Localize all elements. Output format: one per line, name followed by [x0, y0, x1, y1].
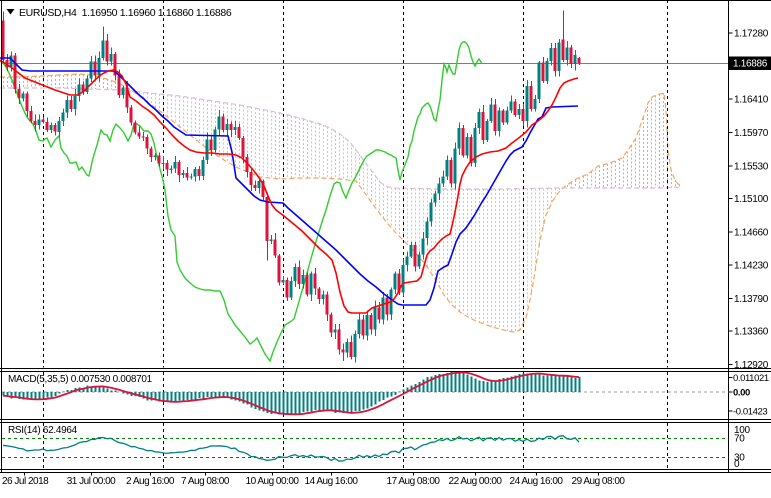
svg-text:30: 30	[734, 452, 745, 463]
svg-text:100: 100	[734, 425, 751, 436]
svg-text:RSI(14) 62.4964: RSI(14) 62.4964	[8, 425, 78, 436]
svg-text:31 Jul 00:00: 31 Jul 00:00	[67, 476, 116, 487]
svg-text:70: 70	[734, 433, 745, 444]
svg-text:14 Aug 16:00: 14 Aug 16:00	[305, 476, 359, 487]
svg-text:10 Aug 00:00: 10 Aug 00:00	[246, 476, 300, 487]
svg-text:26 Jul 2018: 26 Jul 2018	[2, 476, 49, 487]
svg-text:24 Aug 16:00: 24 Aug 16:00	[510, 476, 564, 487]
svg-text:1.16410: 1.16410	[734, 95, 769, 106]
svg-text:1.17280: 1.17280	[734, 28, 769, 39]
svg-text:EURUSD,H4 1.16950 1.16960 1.1: EURUSD,H4 1.16950 1.16960 1.16860 1.1688…	[19, 7, 232, 19]
svg-text:-0.01423: -0.01423	[733, 406, 767, 417]
svg-text:MACD(5,35,5) 0.007530 0.008701: MACD(5,35,5) 0.007530 0.008701	[8, 374, 153, 385]
svg-text:1.15970: 1.15970	[734, 128, 769, 139]
svg-text:1.13790: 1.13790	[734, 294, 769, 305]
svg-text:1.12920: 1.12920	[734, 360, 769, 371]
svg-text:0: 0	[734, 459, 740, 470]
svg-text:2 Aug 16:00: 2 Aug 16:00	[126, 476, 175, 487]
svg-text:22 Aug 00:00: 22 Aug 00:00	[449, 476, 503, 487]
svg-text:1.13360: 1.13360	[734, 327, 769, 338]
svg-text:1.14660: 1.14660	[734, 228, 769, 239]
svg-text:7 Aug 08:00: 7 Aug 08:00	[181, 476, 230, 487]
svg-text:1.15530: 1.15530	[734, 162, 769, 173]
svg-text:1.15100: 1.15100	[734, 194, 769, 205]
svg-text:1.14230: 1.14230	[734, 260, 769, 271]
svg-text:1.16886: 1.16886	[733, 59, 768, 70]
svg-text:17 Aug 08:00: 17 Aug 08:00	[387, 476, 441, 487]
svg-text:29 Aug 08:00: 29 Aug 08:00	[572, 476, 626, 487]
svg-text:0.011021: 0.011021	[733, 373, 769, 384]
svg-text:0.00: 0.00	[733, 387, 750, 398]
